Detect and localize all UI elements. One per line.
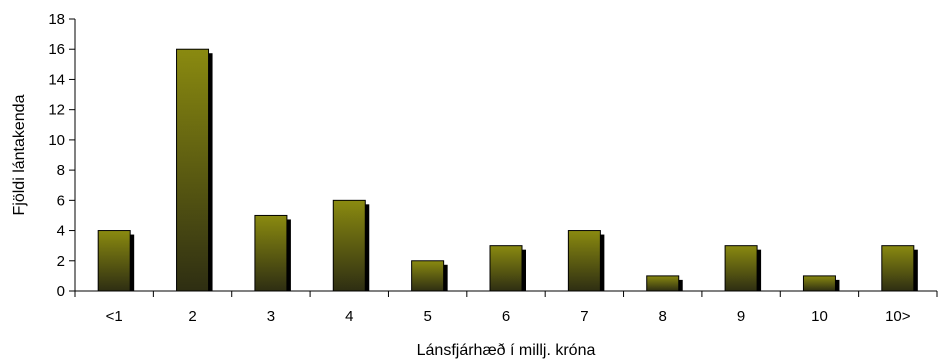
- y-tick-label: 18: [48, 11, 65, 28]
- bar: [567, 230, 601, 292]
- x-tick-label: 7: [580, 308, 588, 325]
- y-tick-label: 14: [48, 71, 65, 88]
- y-tick-label: 10: [48, 132, 65, 149]
- bar: [254, 214, 288, 292]
- x-tick-label: 3: [267, 308, 275, 325]
- bar: [881, 245, 915, 292]
- bar: [97, 230, 131, 292]
- y-tick-label: 12: [48, 102, 65, 119]
- y-axis-title: Fjöldi lántakenda: [11, 94, 28, 215]
- x-tick-label: <1: [106, 308, 123, 325]
- x-tick-label: 10>: [885, 308, 911, 325]
- y-tick-label: 2: [57, 253, 65, 270]
- x-tick-label: 6: [502, 308, 510, 325]
- x-tick-label: 10: [811, 308, 828, 325]
- bar: [724, 245, 758, 292]
- x-tick-label: 5: [423, 308, 431, 325]
- y-tick-label: 16: [48, 41, 65, 58]
- bar: [646, 275, 680, 292]
- bar: [802, 275, 836, 292]
- y-tick-label: 4: [57, 223, 65, 240]
- x-axis-title: Lánsfjárhæð í millj. króna: [417, 342, 596, 359]
- x-tick-label: 9: [737, 308, 745, 325]
- y-tick-label: 0: [57, 283, 65, 300]
- x-tick-label: 4: [345, 308, 353, 325]
- x-tick-label: 8: [659, 308, 667, 325]
- y-tick-label: 8: [57, 162, 65, 179]
- bar: [176, 48, 210, 292]
- bar: [332, 199, 366, 292]
- bar: [489, 245, 523, 292]
- bar: [411, 260, 445, 292]
- y-tick-label: 6: [57, 192, 65, 209]
- x-tick-label: 2: [188, 308, 196, 325]
- y-axis-ticks: 0 2 4 6 8 10 12 14 16 18: [48, 11, 75, 300]
- x-axis-ticks: <1 2 3 4 5 6 7 8 9 10 10>: [74, 291, 938, 325]
- bars: [97, 48, 918, 292]
